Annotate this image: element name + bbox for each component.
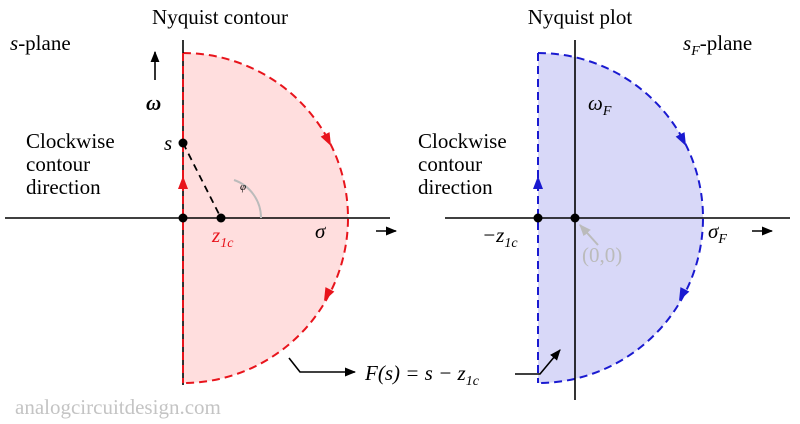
point: [570, 213, 580, 223]
sigma-label: σF: [708, 219, 727, 247]
direction-arrow: [178, 176, 188, 189]
text-part: z: [457, 361, 466, 385]
title: Nyquist plot: [528, 5, 633, 29]
mapping-label: F(s) = s − z1c: [364, 361, 480, 389]
zero-label: −z1c: [482, 223, 518, 251]
text-part: s: [10, 31, 18, 55]
text-part: −z: [482, 223, 504, 247]
direction-label: direction: [26, 175, 101, 199]
direction-arrow: [679, 287, 690, 301]
angle-label: φ: [240, 181, 246, 193]
point: [533, 213, 543, 223]
direction-arrow: [675, 132, 686, 146]
direction-label: Clockwise: [26, 129, 115, 153]
contour-arc: [182, 52, 349, 384]
plane-label: s-plane: [10, 31, 71, 55]
mapping-arrow: [288, 357, 357, 377]
point: [178, 138, 188, 148]
origin-arrow: [579, 224, 599, 246]
direction-label: direction: [418, 175, 493, 199]
plane-label: sF-plane: [683, 31, 752, 59]
text-part: 1c: [504, 236, 518, 251]
text-part: = s −: [400, 361, 458, 385]
text-part: ω: [588, 91, 603, 115]
direction-arrow: [320, 132, 331, 146]
direction-label: contour: [418, 152, 482, 176]
point: [178, 213, 188, 223]
plot-arc: [537, 52, 704, 384]
text-part: -plane: [18, 31, 70, 55]
text-part: -plane: [700, 31, 752, 55]
point: [216, 213, 226, 223]
zero-label: z1c: [211, 223, 234, 251]
watermark: analogcircuitdesign.com: [15, 395, 221, 419]
title: Nyquist contour: [152, 5, 288, 29]
angle-arc: [233, 179, 263, 219]
direction-arrow: [533, 176, 543, 189]
text-part: σ: [708, 219, 720, 243]
direction-arrow: [324, 287, 335, 301]
direction-label: Clockwise: [418, 129, 507, 153]
vector: [182, 142, 222, 219]
text-part: s: [683, 31, 691, 55]
origin-label: (0,0): [582, 243, 622, 267]
point-label: s: [164, 131, 172, 155]
omega-label: ω: [146, 91, 161, 115]
text-part: 1c: [466, 374, 480, 389]
direction-label: contour: [26, 152, 90, 176]
text-part: F(s): [364, 361, 400, 385]
text-part: F: [602, 104, 612, 119]
mapping-arrow: [515, 349, 561, 375]
text-part: F: [717, 232, 727, 247]
text-part: z: [211, 223, 220, 247]
text-part: 1c: [220, 236, 234, 251]
text-part: F: [690, 44, 700, 59]
omega-label: ωF: [588, 91, 612, 119]
sigma-label: σ: [315, 219, 327, 243]
